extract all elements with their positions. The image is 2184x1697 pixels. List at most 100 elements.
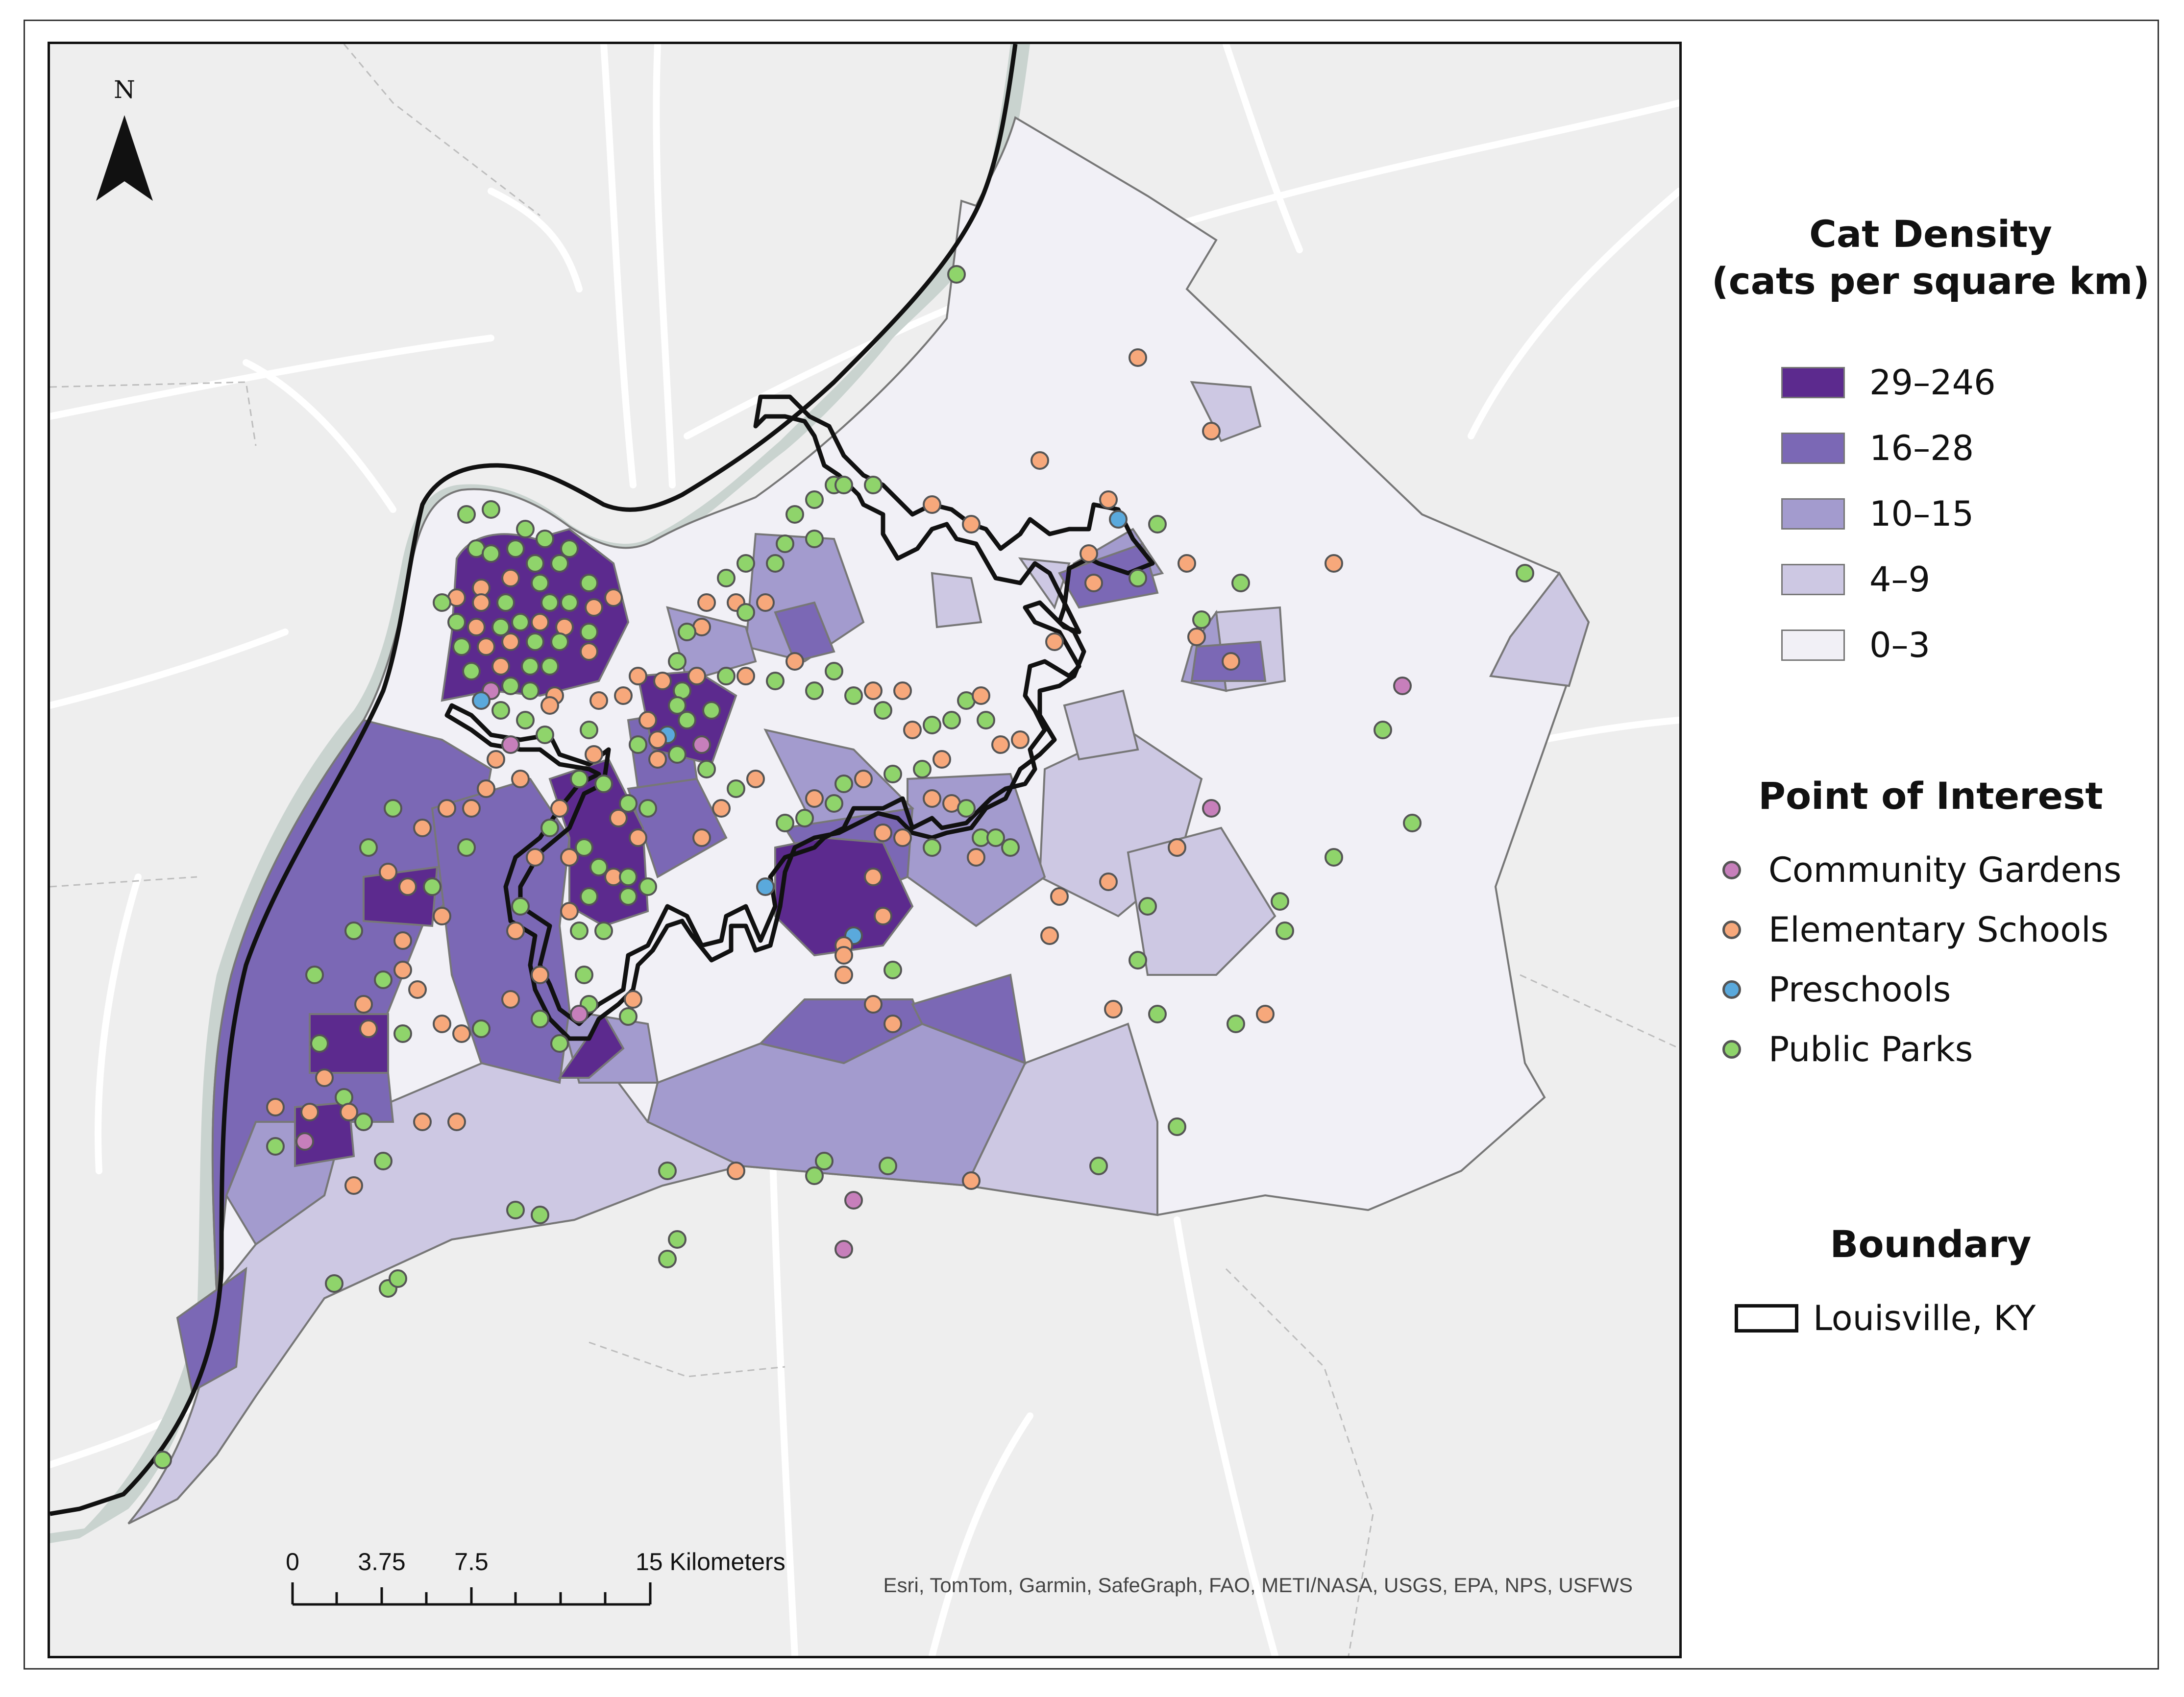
public-park-point[interactable] [389,1269,407,1288]
elementary-school-point[interactable] [854,770,873,788]
community-garden-point[interactable] [1202,799,1221,818]
elementary-school-point[interactable] [1099,490,1118,509]
elementary-school-point[interactable] [452,1024,471,1043]
elementary-school-point[interactable] [354,995,373,1014]
public-park-point[interactable] [766,554,785,573]
community-garden-point[interactable] [295,1132,314,1151]
public-park-point[interactable] [1148,515,1167,533]
public-park-point[interactable] [374,970,393,989]
public-park-point[interactable] [457,505,476,524]
public-park-point[interactable] [1227,1015,1245,1033]
public-park-point[interactable] [550,632,569,651]
elementary-school-point[interactable] [477,779,495,798]
elementary-school-point[interactable] [531,613,549,631]
public-park-point[interactable] [516,520,535,538]
elementary-school-point[interactable] [736,667,755,685]
public-park-point[interactable] [521,681,540,700]
public-park-point[interactable] [491,618,510,636]
public-park-point[interactable] [423,877,442,896]
elementary-school-point[interactable] [433,1015,451,1033]
public-park-point[interactable] [491,701,510,720]
public-park-point[interactable] [560,593,579,612]
public-park-point[interactable] [638,877,657,896]
elementary-school-point[interactable] [972,686,990,705]
public-park-point[interactable] [668,652,687,671]
public-park-point[interactable] [540,819,559,837]
public-park-point[interactable] [947,265,966,284]
elementary-school-point[interactable] [315,1068,334,1087]
elementary-school-point[interactable] [864,868,883,886]
public-park-point[interactable] [658,1162,677,1180]
elementary-school-point[interactable] [344,1176,363,1195]
public-park-point[interactable] [325,1274,344,1293]
public-park-point[interactable] [957,799,976,818]
public-park-point[interactable] [619,887,638,906]
elementary-school-point[interactable] [379,863,397,881]
public-park-point[interactable] [629,735,647,754]
elementary-school-point[interactable] [1050,887,1069,906]
elementary-school-point[interactable] [408,980,427,999]
elementary-school-point[interactable] [805,789,824,808]
elementary-school-point[interactable] [629,828,647,847]
elementary-school-point[interactable] [991,735,1010,754]
public-park-point[interactable] [844,686,863,705]
public-park-point[interactable] [638,799,657,818]
public-park-point[interactable] [310,1034,329,1053]
public-park-point[interactable] [153,1451,172,1469]
map-frame[interactable]: N 0 3.75 7.5 15 Kilometers Esri, TomTom,… [48,42,1682,1658]
public-park-point[interactable] [805,490,824,509]
public-park-point[interactable] [668,745,687,764]
public-park-point[interactable] [1129,569,1147,587]
elementary-school-point[interactable] [1222,652,1240,671]
elementary-school-point[interactable] [629,667,647,685]
elementary-school-point[interactable] [638,711,657,729]
public-park-point[interactable] [668,696,687,715]
elementary-school-point[interactable] [893,828,912,847]
public-park-point[interactable] [883,961,902,979]
public-park-point[interactable] [785,505,804,524]
public-park-point[interactable] [776,814,794,832]
community-garden-point[interactable] [501,735,520,754]
public-park-point[interactable] [717,667,736,685]
elementary-school-point[interactable] [560,902,579,921]
public-park-point[interactable] [1403,814,1422,832]
elementary-school-point[interactable] [560,848,579,867]
public-park-point[interactable] [516,711,535,729]
public-park-point[interactable] [344,921,363,940]
preschool-point[interactable] [1109,510,1128,529]
elementary-school-point[interactable] [300,1103,319,1121]
elementary-school-point[interactable] [834,946,853,965]
elementary-school-point[interactable] [413,1113,432,1131]
public-park-point[interactable] [668,1230,687,1249]
public-park-point[interactable] [511,897,530,916]
elementary-school-point[interactable] [653,672,672,690]
public-park-point[interactable] [506,539,525,558]
public-park-point[interactable] [1168,1117,1186,1136]
elementary-school-point[interactable] [433,907,451,925]
elementary-school-point[interactable] [1099,873,1118,891]
public-park-point[interactable] [393,1024,412,1043]
public-park-point[interactable] [766,672,785,690]
elementary-school-point[interactable] [1031,451,1049,470]
elementary-school-point[interactable] [540,696,559,715]
community-garden-point[interactable] [692,735,711,754]
elementary-school-point[interactable] [874,907,892,925]
elementary-school-point[interactable] [447,1113,466,1131]
public-park-point[interactable] [472,1019,491,1038]
public-park-point[interactable] [736,554,755,573]
elementary-school-point[interactable] [687,667,706,685]
elementary-school-point[interactable] [1080,544,1098,563]
elementary-school-point[interactable] [511,770,530,788]
public-park-point[interactable] [942,711,961,729]
public-park-point[interactable] [883,765,902,783]
elementary-school-point[interactable] [756,593,775,612]
public-park-point[interactable] [536,530,554,548]
public-park-point[interactable] [1325,848,1343,867]
elementary-school-point[interactable] [785,652,804,671]
public-park-point[interactable] [923,716,941,734]
public-park-point[interactable] [580,887,598,906]
public-park-point[interactable] [580,623,598,641]
elementary-school-point[interactable] [501,990,520,1009]
public-park-point[interactable] [874,701,892,720]
public-park-point[interactable] [457,838,476,857]
